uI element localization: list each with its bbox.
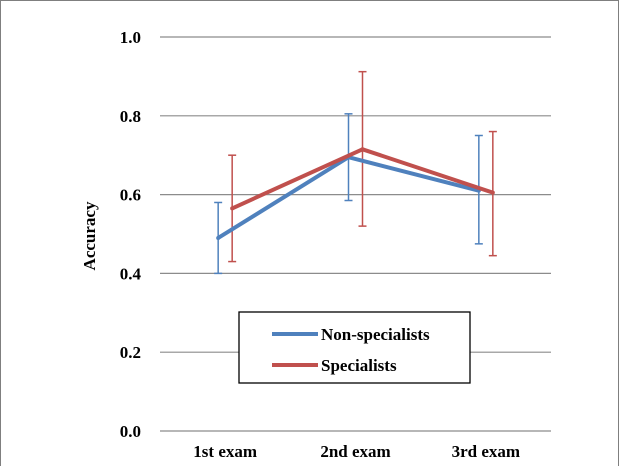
- data-point: [216, 235, 221, 240]
- legend-box: [238, 311, 471, 384]
- x-tick-labels: 1st exam 2nd exam 3rd exam: [193, 442, 520, 461]
- y-tick-label: 0.8: [120, 107, 141, 126]
- data-point: [360, 147, 365, 152]
- y-tick-label: 0.4: [120, 264, 142, 283]
- y-tick-labels: 0.0 0.2 0.4 0.6 0.8 1.0: [120, 28, 142, 441]
- legend-label: Specialists: [321, 356, 397, 375]
- x-tick-label: 2nd exam: [320, 442, 390, 461]
- y-tick-label: 0.6: [120, 186, 141, 205]
- y-tick-label: 1.0: [120, 28, 141, 47]
- series-layer: [214, 70, 497, 275]
- legend-label: Non-specialists: [321, 325, 430, 344]
- x-tick-label: 1st exam: [193, 442, 257, 461]
- y-tick-label: 0.0: [120, 422, 141, 441]
- data-point: [490, 190, 495, 195]
- y-axis-label: Accuracy: [80, 201, 99, 270]
- legend: Non-specialists Specialists: [238, 311, 471, 384]
- x-tick-label: 3rd exam: [452, 442, 520, 461]
- y-tick-label: 0.2: [120, 343, 141, 362]
- data-point: [230, 206, 235, 211]
